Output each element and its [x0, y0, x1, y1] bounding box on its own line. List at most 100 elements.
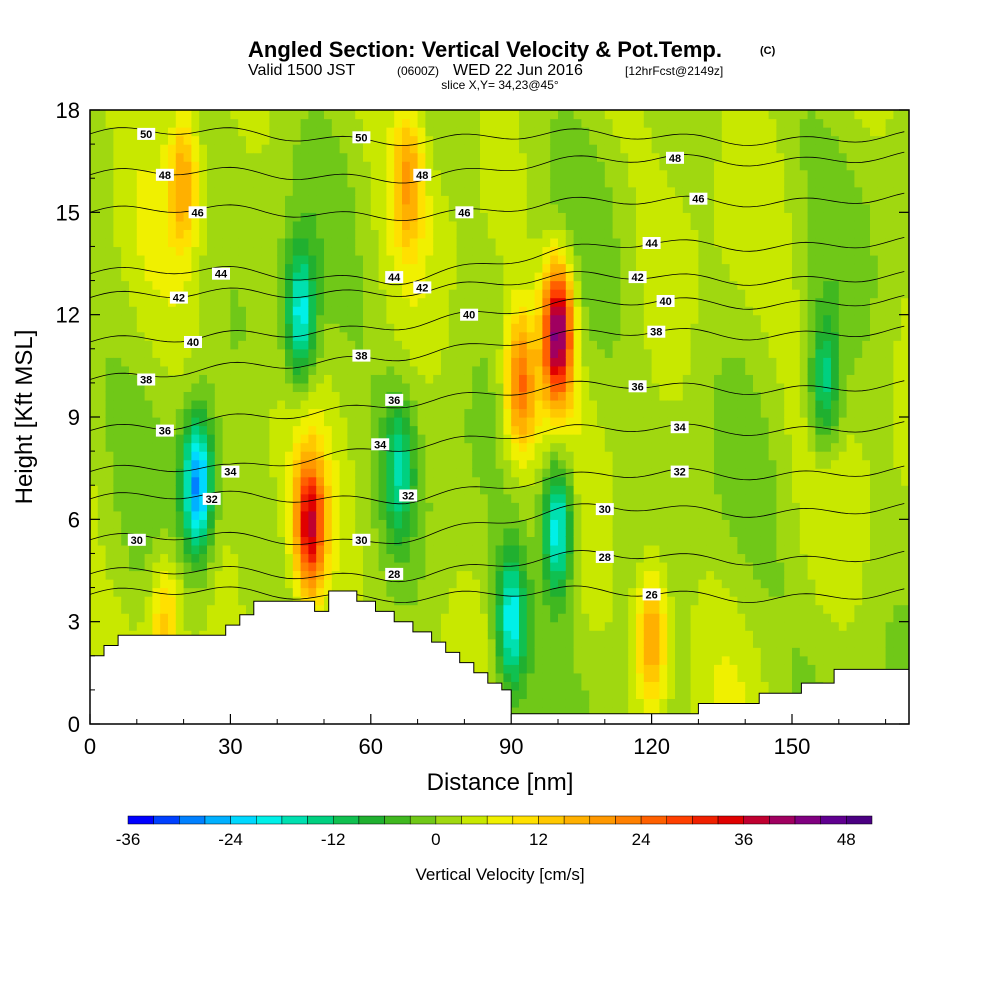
velocity-cell: [308, 459, 317, 469]
velocity-cell: [222, 178, 231, 188]
velocity-cell: [534, 536, 543, 546]
velocity-cell: [300, 169, 309, 179]
velocity-cell: [113, 212, 122, 222]
velocity-cell: [168, 161, 177, 171]
velocity-cell: [417, 203, 426, 213]
velocity-cell: [105, 459, 114, 469]
velocity-cell: [386, 357, 395, 367]
velocity-cell: [495, 485, 504, 495]
velocity-cell: [113, 289, 122, 299]
velocity-cell: [464, 485, 473, 495]
velocity-cell: [292, 340, 302, 350]
velocity-cell: [199, 340, 208, 350]
velocity-cell: [253, 340, 263, 350]
velocity-cell: [558, 161, 567, 171]
velocity-cell: [581, 169, 590, 179]
velocity-cell: [526, 220, 536, 230]
velocity-cell: [573, 263, 582, 273]
velocity-cell: [207, 340, 216, 350]
velocity-cell: [339, 331, 348, 341]
velocity-cell: [246, 306, 255, 316]
velocity-cell: [292, 220, 302, 230]
velocity-cell: [292, 272, 302, 282]
velocity-cell: [214, 331, 224, 341]
velocity-cell: [308, 144, 317, 154]
velocity-cell: [402, 468, 411, 478]
velocity-cell: [480, 323, 489, 333]
velocity-cell: [105, 570, 114, 580]
velocity-cell: [597, 493, 606, 503]
velocity-cell: [487, 459, 497, 469]
velocity-cell: [558, 621, 567, 631]
velocity-cell: [573, 169, 582, 179]
velocity-cell: [292, 357, 302, 367]
velocity-cell: [550, 195, 559, 205]
velocity-cell: [129, 237, 138, 248]
velocity-cell: [558, 110, 567, 120]
velocity-cell: [246, 468, 255, 478]
velocity-cell: [246, 161, 255, 171]
velocity-cell: [339, 417, 348, 427]
velocity-cell: [144, 246, 153, 256]
velocity-cell: [152, 289, 161, 299]
velocity-cell: [534, 382, 543, 393]
velocity-cell: [121, 152, 130, 162]
velocity-cell: [581, 220, 590, 230]
velocity-cell: [519, 382, 528, 393]
velocity-cell: [277, 579, 286, 589]
velocity-cell: [597, 417, 606, 427]
velocity-cell: [425, 212, 434, 222]
velocity-cell: [581, 306, 590, 316]
velocity-cell: [472, 331, 481, 341]
velocity-cell: [620, 118, 629, 128]
velocity-cell: [386, 297, 395, 307]
velocity-cell: [144, 519, 153, 529]
velocity-cell: [168, 510, 177, 520]
velocity-cell: [628, 570, 637, 580]
velocity-cell: [355, 544, 364, 555]
velocity-cell: [534, 613, 543, 623]
velocity-cell: [136, 348, 146, 358]
velocity-cell: [246, 195, 255, 205]
velocity-cell: [519, 485, 528, 495]
velocity-cell: [191, 510, 200, 520]
velocity-cell: [316, 561, 325, 572]
velocity-cell: [269, 510, 278, 520]
velocity-cell: [105, 195, 114, 205]
velocity-cell: [604, 152, 614, 162]
velocity-cell: [503, 476, 512, 486]
velocity-cell: [214, 178, 224, 188]
velocity-cell: [261, 544, 270, 555]
velocity-cell: [425, 613, 434, 623]
velocity-cell: [604, 306, 614, 316]
velocity-cell: [113, 340, 122, 350]
velocity-cell: [612, 493, 621, 503]
velocity-cell: [573, 229, 582, 239]
velocity-cell: [409, 272, 419, 282]
velocity-cell: [534, 587, 543, 597]
velocity-cell: [363, 553, 372, 563]
velocity-cell: [573, 570, 582, 580]
velocity-cell: [339, 570, 348, 580]
velocity-cell: [113, 229, 122, 239]
velocity-cell: [519, 459, 528, 469]
velocity-cell: [113, 544, 122, 555]
velocity-cell: [160, 579, 169, 589]
velocity-cell: [113, 263, 122, 273]
velocity-cell: [519, 229, 528, 239]
velocity-cell: [441, 161, 450, 171]
velocity-cell: [97, 468, 107, 478]
velocity-cell: [433, 544, 442, 555]
velocity-cell: [253, 399, 263, 410]
velocity-cell: [129, 186, 138, 196]
velocity-cell: [207, 621, 216, 631]
velocity-cell: [464, 135, 473, 145]
velocity-cell: [378, 570, 387, 580]
velocity-cell: [363, 195, 372, 205]
velocity-cell: [581, 689, 590, 700]
velocity-cell: [620, 254, 629, 265]
velocity-cell: [168, 604, 177, 614]
velocity-cell: [433, 135, 442, 145]
velocity-cell: [558, 297, 567, 307]
velocity-cell: [394, 408, 403, 418]
